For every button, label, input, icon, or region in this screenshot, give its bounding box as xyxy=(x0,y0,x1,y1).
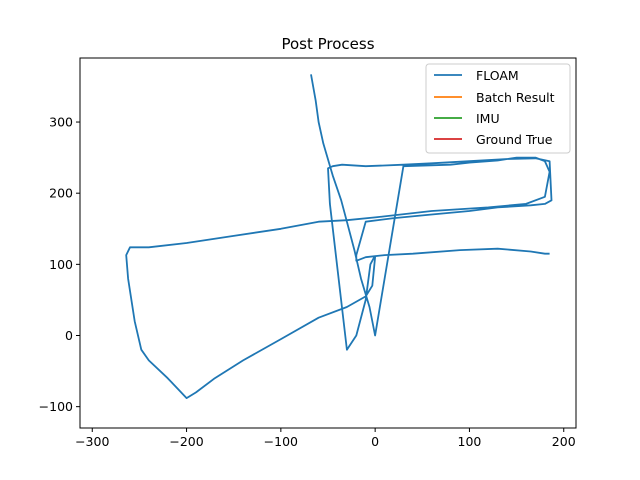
chart-title: Post Process xyxy=(281,35,374,53)
y-tick-label: 300 xyxy=(49,115,73,130)
x-tick-label: 100 xyxy=(458,434,482,449)
legend: FLOAM Batch Result IMU Ground True xyxy=(425,63,571,154)
x-tick-label: −300 xyxy=(75,434,109,449)
y-tick-label: 200 xyxy=(49,186,73,201)
legend-label-batch-result: Batch Result xyxy=(476,90,555,105)
x-tick-label: −200 xyxy=(169,434,203,449)
legend-label-ground-true: Ground True xyxy=(476,132,553,147)
x-tick-label: 200 xyxy=(552,434,576,449)
axis-ticks: −300 −200 −100 0 100 200 −100 0 100 200 300 xyxy=(39,115,576,449)
series-line-floam xyxy=(125,74,553,400)
y-tick-label: −100 xyxy=(39,399,73,414)
y-tick-label: 0 xyxy=(65,328,73,343)
plot-lines xyxy=(125,74,553,400)
y-tick-label: 100 xyxy=(49,257,73,272)
legend-label-imu: IMU xyxy=(476,111,500,126)
legend-label-floam: FLOAM xyxy=(476,68,519,83)
x-tick-label: 0 xyxy=(371,434,379,449)
plot-frame xyxy=(79,57,577,429)
legend-box xyxy=(425,63,571,154)
x-tick-label: −100 xyxy=(264,434,298,449)
